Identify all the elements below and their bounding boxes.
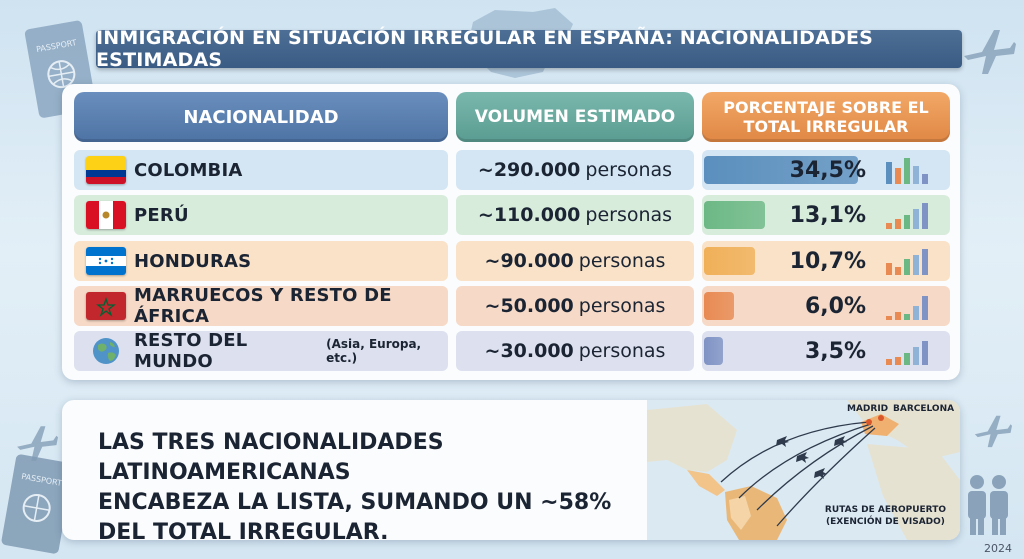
- percentage-bar: [704, 247, 755, 275]
- header-percentage: PORCENTAJE SOBRE EL TOTAL IRREGULAR: [702, 92, 950, 142]
- airplane-icon: [974, 415, 1012, 448]
- percentage-value: 10,7%: [789, 248, 866, 274]
- percentage-value: 6,0%: [804, 293, 866, 319]
- passport-icon: PASSPORT: [1, 454, 74, 554]
- table-row: HONDURAS ~90.000 personas 10,7%: [74, 241, 950, 281]
- routes-caption: RUTAS DE AEROPUERTO (EXENCIÓN DE VISADO): [825, 504, 946, 528]
- summary-text: LAS TRES NACIONALIDADES LATINOAMERICANAS…: [98, 428, 658, 540]
- table-row: COLOMBIA ~290.000 personas 34,5%: [74, 150, 950, 190]
- nationality-sublabel: (Asia, Europa, etc.): [326, 337, 422, 365]
- percentage-value: 13,1%: [789, 202, 866, 228]
- airplane-icon: [964, 30, 1016, 74]
- header-nationality: NACIONALIDAD: [74, 92, 448, 142]
- volume-unit: personas: [578, 295, 666, 317]
- title-banner: INMIGRACIÓN EN SITUACIÓN IRREGULAR EN ES…: [96, 27, 962, 71]
- table-row: MARRUECOS Y RESTO DE ÁFRICA ~50.000 pers…: [74, 285, 950, 327]
- table-row: RESTO DEL MUNDO (Asia, Europa, etc.) ~30…: [74, 330, 950, 372]
- percentage-cell: 3,5%: [702, 331, 950, 371]
- volume-number: ~110.000: [477, 204, 581, 226]
- percentage-bar: [704, 292, 735, 320]
- world-map-icon: [647, 400, 960, 540]
- volume-cell: ~30.000 personas: [456, 331, 694, 371]
- morocco-flag: [86, 292, 126, 320]
- volume-unit: personas: [578, 340, 666, 362]
- mini-bar-chart-icon: [886, 296, 928, 320]
- peru-flag: [86, 201, 126, 229]
- volume-number: ~290.000: [477, 159, 581, 181]
- nationality-label: COLOMBIA: [134, 159, 243, 181]
- volume-cell: ~110.000 personas: [456, 195, 694, 235]
- colombia-flag: [86, 156, 126, 184]
- volume-number: ~30.000: [484, 340, 574, 362]
- summary-panel: LAS TRES NACIONALIDADES LATINOAMERICANAS…: [62, 400, 960, 540]
- volume-number: ~90.000: [484, 250, 574, 272]
- volume-cell: ~290.000 personas: [456, 150, 694, 190]
- nationality-label: HONDURAS: [134, 250, 252, 272]
- madrid-label: MADRID: [847, 404, 889, 414]
- volume-unit: personas: [585, 159, 673, 181]
- nationality-cell: PERÚ: [74, 195, 448, 235]
- page-title: INMIGRACIÓN EN SITUACIÓN IRREGULAR EN ES…: [96, 27, 874, 71]
- mini-bar-chart-icon: [886, 158, 928, 184]
- mini-bar-chart-icon: [886, 341, 928, 365]
- percentage-cell: 13,1%: [702, 195, 950, 235]
- year-label: 2024: [984, 542, 1012, 555]
- routes-caption-line: RUTAS DE AEROPUERTO: [824, 505, 946, 515]
- honduras-flag: [86, 247, 126, 275]
- header-volume: VOLUMEN ESTIMADO: [456, 92, 694, 142]
- percentage-cell: 6,0%: [702, 286, 950, 326]
- nationality-label: RESTO DEL MUNDO: [134, 330, 248, 372]
- percentage-bar: [704, 156, 858, 184]
- globe-icon: [93, 338, 119, 364]
- people-icon: [968, 475, 1008, 535]
- volume-unit: personas: [585, 204, 673, 226]
- nationality-label: PERÚ: [134, 204, 189, 226]
- nationality-label: MARRUECOS Y RESTO DE ÁFRICA: [134, 285, 392, 327]
- percentage-bar: [704, 201, 765, 229]
- percentage-value: 34,5%: [789, 157, 866, 183]
- volume-cell: ~50.000 personas: [456, 286, 694, 326]
- volume-unit: personas: [578, 250, 666, 272]
- mini-bar-chart-icon: [886, 249, 928, 275]
- summary-line: ENCABEZA LA LISTA, SUMANDO UN ~58%: [98, 490, 612, 515]
- mini-bar-chart-icon: [886, 203, 928, 229]
- airplane-icon: [17, 426, 58, 461]
- nationality-cell: HONDURAS: [74, 241, 448, 281]
- summary-line: LAS TRES NACIONALIDADES LATINOAMERICANAS: [98, 430, 444, 485]
- table-row: PERÚ ~110.000 personas 13,1%: [74, 195, 950, 235]
- volume-number: ~50.000: [484, 295, 574, 317]
- percentage-cell: 34,5%: [702, 150, 950, 190]
- nationality-cell: COLOMBIA: [74, 150, 448, 190]
- barcelona-label: BARCELONA: [893, 404, 955, 414]
- percentage-bar: [704, 337, 724, 365]
- summary-line: DEL TOTAL IRREGULAR.: [98, 520, 389, 540]
- route-map: MADRID BARCELONA RUTAS DE AEROPUERTO (EX…: [647, 400, 960, 540]
- volume-cell: ~90.000 personas: [456, 241, 694, 281]
- nationality-cell: RESTO DEL MUNDO (Asia, Europa, etc.): [74, 330, 448, 372]
- nationality-table: NACIONALIDAD VOLUMEN ESTIMADO PORCENTAJE…: [62, 84, 960, 380]
- percentage-value: 3,5%: [804, 338, 866, 364]
- percentage-cell: 10,7%: [702, 241, 950, 281]
- routes-caption-line: (EXENCIÓN DE VISADO): [826, 517, 945, 527]
- nationality-cell: MARRUECOS Y RESTO DE ÁFRICA: [74, 285, 448, 327]
